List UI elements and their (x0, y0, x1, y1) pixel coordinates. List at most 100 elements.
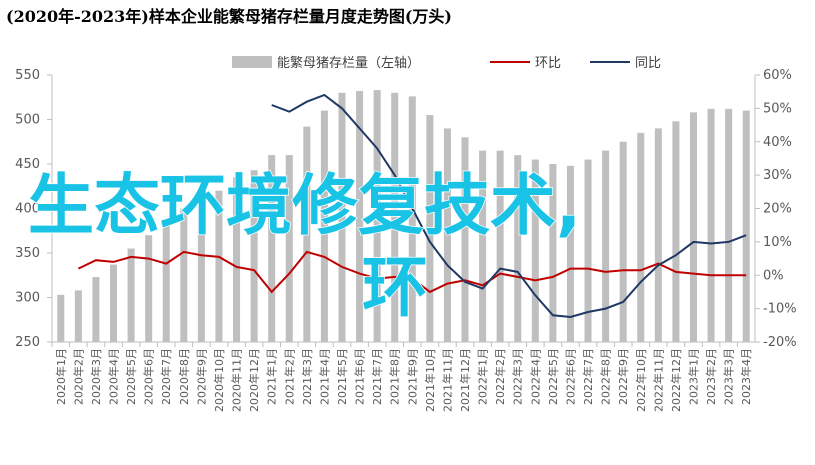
bar (742, 110, 750, 342)
legend-label: 能繁母猪存栏量（左轴） (277, 55, 420, 71)
x-tick-label: 2022年12月 (669, 348, 683, 412)
legend-label: 同比 (635, 56, 661, 71)
bar (356, 91, 364, 343)
x-tick-label: 2021年5月 (335, 348, 349, 405)
bar (391, 92, 399, 342)
overlay-text: 生态环境修复技术, (28, 167, 581, 244)
bar (215, 190, 223, 342)
bar (619, 141, 627, 342)
y2-tick-label: 30% (763, 168, 792, 183)
x-tick-label: 2021年1月 (265, 348, 279, 405)
bar (74, 290, 82, 342)
x-tick-label: 2022年9月 (616, 348, 630, 405)
line (77, 250, 747, 294)
bar (338, 92, 346, 342)
x-tick-label: 2020年3月 (89, 348, 103, 405)
y-tick-label: 500 (15, 113, 40, 128)
bar (637, 132, 645, 342)
bar (566, 165, 574, 342)
x-tick-label: 2023年4月 (739, 348, 753, 405)
bar (145, 235, 153, 342)
x-tick-label: 2022年8月 (599, 348, 613, 405)
chart-title: (2020年-2023年)样本企业能繁母猪存栏量月度走势图(万头) (6, 7, 452, 26)
bar (689, 112, 698, 342)
x-tick-label: 2022年6月 (563, 348, 577, 405)
line (271, 93, 747, 319)
x-tick-label: 2020年9月 (194, 348, 208, 405)
bar (426, 115, 434, 342)
x-tick-label: 2022年3月 (511, 348, 525, 405)
bar (320, 110, 328, 342)
x-tick-label: 2022年4月 (528, 348, 542, 405)
y-tick-label: 550 (15, 68, 40, 83)
bar (531, 159, 539, 342)
x-tick-label: 2021年12月 (458, 348, 472, 412)
bar (180, 208, 188, 342)
bar (725, 108, 733, 342)
bar (408, 96, 416, 342)
x-tick-label: 2021年7月 (370, 348, 384, 405)
y2-tick-label: 10% (763, 235, 792, 250)
y-tick-label: 350 (15, 246, 40, 261)
bar (496, 150, 504, 342)
x-tick-label: 2020年11月 (230, 348, 244, 412)
x-tick-label: 2021年10月 (423, 348, 437, 412)
x-tick-label: 2022年5月 (546, 348, 560, 405)
x-tick-label: 2021年2月 (282, 348, 296, 405)
bar (268, 155, 276, 342)
x-tick-label: 2020年5月 (124, 348, 138, 405)
y2-tick-label: -20% (763, 335, 797, 350)
legend-label: 环比 (535, 56, 561, 71)
y2-tick-label: 60% (763, 68, 792, 83)
bar (197, 199, 205, 342)
y2-tick-label: 20% (763, 202, 792, 217)
y2-tick-label: 50% (763, 101, 792, 116)
bar (707, 108, 715, 342)
y2-tick-label: -10% (763, 302, 797, 317)
bar (109, 264, 118, 342)
bar (57, 294, 65, 342)
x-tick-label: 2020年7月 (159, 348, 173, 405)
bar (584, 159, 592, 342)
overlay-text: 环 (362, 249, 428, 326)
bar (443, 128, 451, 342)
bar (479, 150, 487, 342)
bar (602, 150, 610, 342)
y2-tick-label: 0% (763, 268, 784, 283)
bar (303, 126, 311, 343)
y-tick-label: 450 (15, 157, 40, 172)
x-tick-label: 2023年2月 (704, 348, 718, 405)
x-tick-label: 2022年2月 (493, 348, 507, 405)
x-tick-label: 2021年8月 (388, 348, 402, 405)
x-tick-label: 2023年1月 (686, 348, 700, 405)
bar (461, 137, 469, 342)
x-tick-label: 2021年11月 (440, 348, 454, 412)
y-tick-label: 400 (15, 202, 40, 217)
bar (250, 170, 258, 342)
x-tick-label: 2020年4月 (107, 348, 121, 405)
y-tick-label: 300 (15, 291, 40, 306)
y2-tick-label: 40% (763, 135, 792, 150)
x-tick-label: 2021年9月 (405, 348, 419, 405)
x-tick-label: 2022年1月 (476, 348, 490, 405)
x-tick-label: 2021年3月 (300, 348, 314, 405)
x-tick-label: 2020年8月 (177, 348, 191, 405)
x-tick-label: 2020年12月 (247, 348, 261, 412)
bar (373, 90, 381, 342)
x-tick-label: 2023年3月 (722, 348, 736, 405)
x-tick-label: 2022年7月 (581, 348, 595, 405)
legend-swatch (232, 56, 272, 68)
x-tick-label: 2020年6月 (142, 348, 156, 405)
bar (514, 155, 522, 342)
x-tick-label: 2020年10月 (212, 348, 226, 412)
bar (92, 277, 100, 342)
y-tick-label: 250 (15, 335, 40, 350)
bar (672, 121, 680, 342)
bar (549, 164, 557, 342)
x-tick-label: 2020年1月 (54, 348, 68, 405)
bar (285, 155, 293, 342)
x-tick-label: 2022年11月 (651, 348, 665, 412)
x-tick-label: 2021年6月 (353, 348, 367, 405)
